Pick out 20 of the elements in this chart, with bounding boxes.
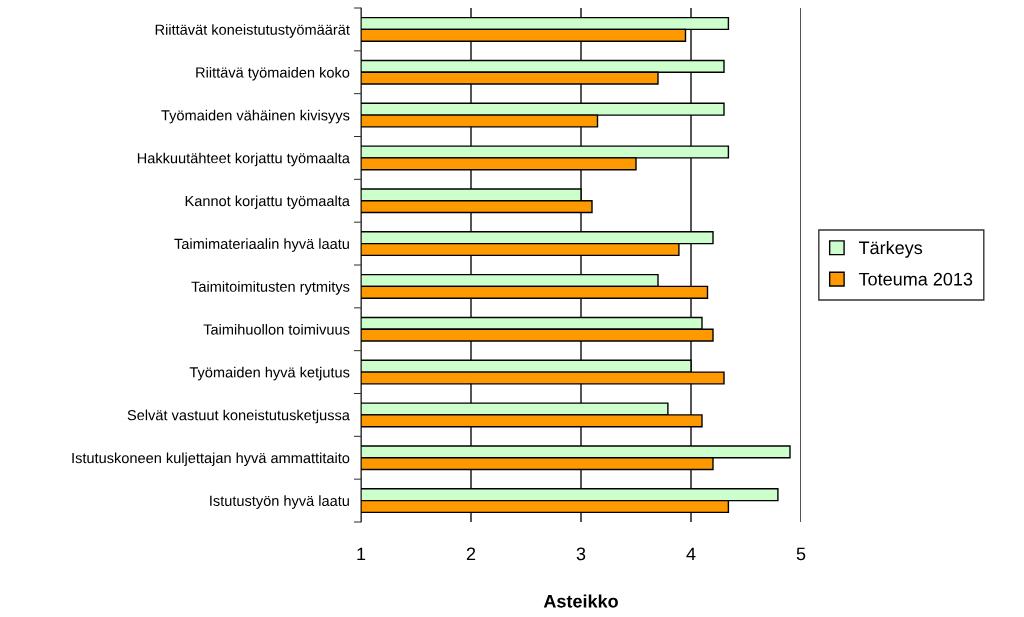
y-tick-label: Taimitoimitusten rytmitys <box>191 281 350 295</box>
x-axis-title: Asteikko <box>543 594 618 608</box>
y-tick-label: Hakkuutähteet korjattu työmaalta <box>137 152 350 167</box>
x-tick-label: 5 <box>796 547 806 561</box>
y-tick-label: Istutuskoneen kuljettajan hyvä ammattitaito <box>72 452 350 467</box>
y-tick-label: Selvät vastuut koneistutusketjussa <box>127 409 350 424</box>
y-tick-label: Riittävä työmaiden koko <box>196 66 350 81</box>
x-tick-label: 4 <box>686 547 696 561</box>
y-tick-label: Istutustyön hyvä laatu <box>210 495 349 509</box>
legend-label: Toteuma 2013 <box>858 272 973 286</box>
y-tick-label: Kannot korjattu työmaalta <box>185 195 350 210</box>
y-tick-label: Taimimateriaalin hyvä laatu <box>174 238 349 252</box>
x-tick-label: 3 <box>576 547 586 561</box>
legend-label: Tärkeys <box>858 240 923 258</box>
x-tick-label: 2 <box>466 547 476 561</box>
x-tick-label: 1 <box>357 547 366 561</box>
y-tick-label: Työmaiden vähäinen kivisyys <box>161 109 350 124</box>
y-tick-label: Taimihuollon toimivuus <box>203 323 350 335</box>
y-tick-label: Riittävät koneistutustyömäärät <box>155 24 350 38</box>
y-tick-label: Työmaiden hyvä ketjutus <box>189 366 350 381</box>
